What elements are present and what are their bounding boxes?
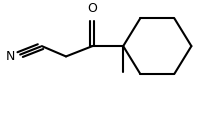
Text: N: N	[6, 50, 15, 63]
Text: O: O	[88, 2, 97, 15]
